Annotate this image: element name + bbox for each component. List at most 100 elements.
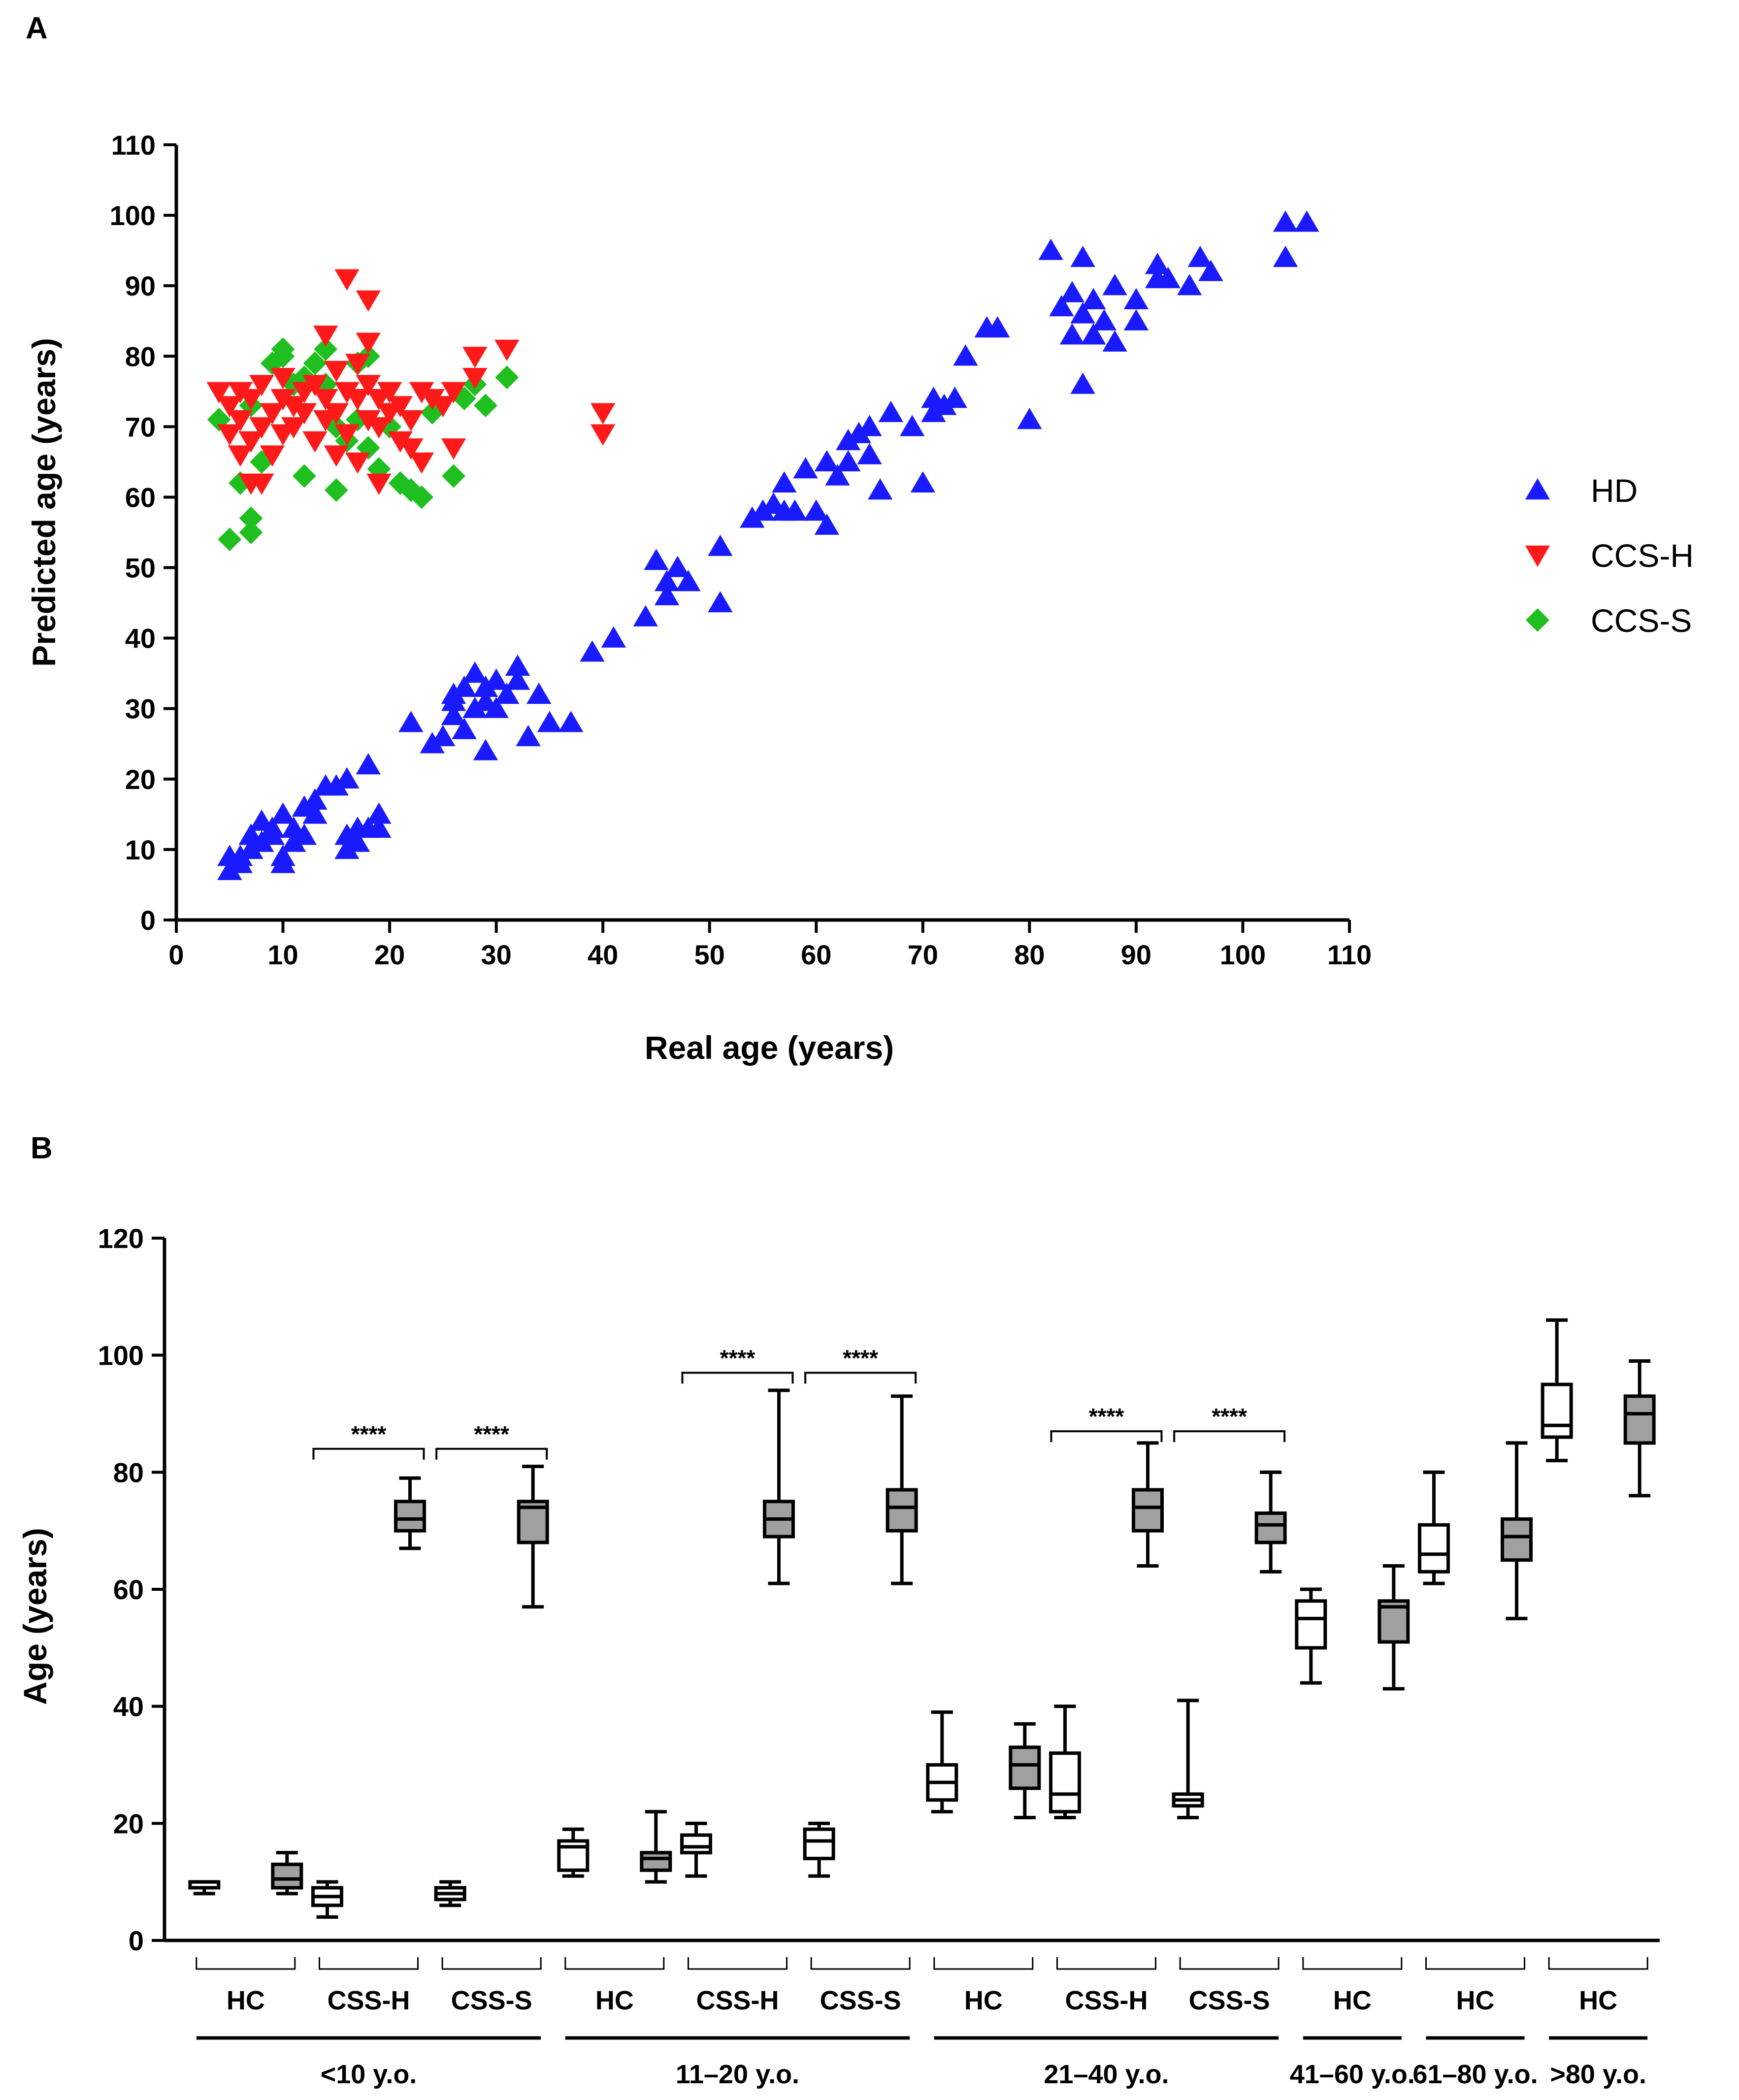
ccs-h-point	[228, 382, 253, 403]
significance-label: ****	[720, 1345, 755, 1371]
hd-point	[484, 696, 509, 718]
box	[680, 1821, 712, 1878]
legend-marker-ccs-s	[1526, 608, 1549, 632]
hd-point	[814, 450, 840, 472]
box-iqr	[1254, 1511, 1287, 1544]
ccs-h-point	[356, 332, 381, 354]
hd-point	[452, 675, 477, 697]
box-iqr	[1009, 1745, 1041, 1790]
y-axis-title: Predicted age (years)	[26, 338, 62, 667]
hd-point	[238, 837, 263, 859]
hd-point	[558, 711, 584, 732]
ccs-h-point	[249, 375, 274, 396]
subgroup-bracket	[810, 1957, 911, 1970]
hd-point	[420, 732, 445, 754]
hd-point	[1059, 281, 1085, 302]
significance-label: ****	[843, 1345, 878, 1371]
hd-point	[441, 704, 466, 725]
hd-point	[228, 845, 253, 866]
ccs-h-point	[228, 410, 253, 432]
hd-point	[750, 499, 776, 521]
ccs-s-point	[239, 506, 263, 530]
ccs-h-point	[409, 452, 434, 474]
legend-label-ccs-h: CCS-H	[1591, 537, 1694, 574]
panel-b-letter: B	[31, 1131, 53, 1165]
subgroup-bracket	[1425, 1957, 1525, 1970]
ccs-h-point	[260, 403, 285, 425]
hd-point	[1187, 245, 1213, 267]
hd-point	[1155, 266, 1181, 289]
x-tick-label: 20	[374, 939, 405, 970]
box	[640, 1810, 672, 1884]
ccs-h-point	[238, 431, 263, 453]
hd-point	[654, 570, 680, 591]
hd-point	[398, 711, 424, 732]
significance-label: ****	[351, 1421, 387, 1447]
box	[434, 1880, 466, 1907]
x-axis-title: Real age (years)	[645, 1029, 894, 1066]
ccs-h-point	[366, 473, 392, 495]
y-tick-label: 30	[125, 693, 156, 724]
legend-marker-hd	[1525, 478, 1550, 500]
subgroup-label: HC	[1333, 1986, 1372, 2015]
subgroup-label: HC	[595, 1986, 634, 2015]
hd-point	[260, 823, 285, 845]
y-tick-label: 80	[125, 341, 156, 372]
hd-point	[366, 816, 392, 838]
ccs-h-point	[217, 424, 242, 446]
significance-label: ****	[1212, 1404, 1247, 1429]
age-group-label: <10 y.o.	[321, 2060, 417, 2089]
ccs-h-point	[441, 382, 466, 403]
ccs-h-point	[441, 438, 466, 460]
box	[763, 1388, 795, 1585]
ccs-h-point	[345, 452, 370, 474]
hd-point	[452, 718, 477, 739]
ccs-s-point	[303, 351, 327, 375]
hd-point	[793, 457, 818, 479]
box	[1501, 1441, 1533, 1620]
box-iqr	[803, 1827, 835, 1861]
box	[1418, 1470, 1450, 1585]
ccs-h-point	[462, 347, 488, 368]
hd-point	[804, 499, 829, 521]
box	[311, 1880, 343, 1919]
hd-point	[494, 683, 520, 704]
hd-point	[580, 640, 605, 662]
ccs-s-point	[442, 464, 466, 488]
hd-point	[1273, 245, 1298, 267]
hd-point	[334, 767, 360, 789]
box	[517, 1464, 549, 1609]
hd-point	[899, 415, 925, 436]
legend-marker-ccs-h	[1525, 545, 1550, 567]
subgroup-label: CSS-S	[1189, 1986, 1270, 2015]
subgroup-bracket	[933, 1957, 1034, 1970]
ccs-h-point	[398, 410, 424, 432]
subgroup-bracket	[1548, 1957, 1648, 1970]
subgroup-label: CSS-S	[451, 1986, 532, 2015]
subgroup-bracket	[688, 1957, 787, 1970]
subgroup-bracket	[441, 1957, 542, 1970]
ccs-h-point	[238, 389, 263, 411]
hd-point	[878, 400, 904, 422]
hd-point	[1145, 253, 1170, 274]
subgroup-bracket	[319, 1957, 419, 1970]
box-iqr	[1418, 1523, 1450, 1574]
ccs-h-point	[494, 339, 520, 361]
ccs-s-point	[324, 478, 348, 502]
box-iqr	[1501, 1517, 1533, 1562]
hd-point	[921, 400, 946, 422]
ccs-h-point	[313, 389, 338, 411]
hd-point	[334, 837, 360, 859]
ccs-h-point	[228, 445, 253, 467]
ccs-h-point	[302, 431, 328, 453]
ccs-h-point	[377, 382, 402, 403]
subgroup-bracket	[1056, 1957, 1156, 1970]
ccs-h-point	[590, 424, 616, 446]
ccs-s-point	[271, 337, 295, 361]
box-iqr	[1049, 1751, 1081, 1814]
box	[926, 1710, 958, 1814]
hd-point	[868, 478, 893, 500]
hd-point	[601, 626, 626, 648]
hd-point	[846, 422, 872, 443]
hd-point	[857, 415, 882, 436]
